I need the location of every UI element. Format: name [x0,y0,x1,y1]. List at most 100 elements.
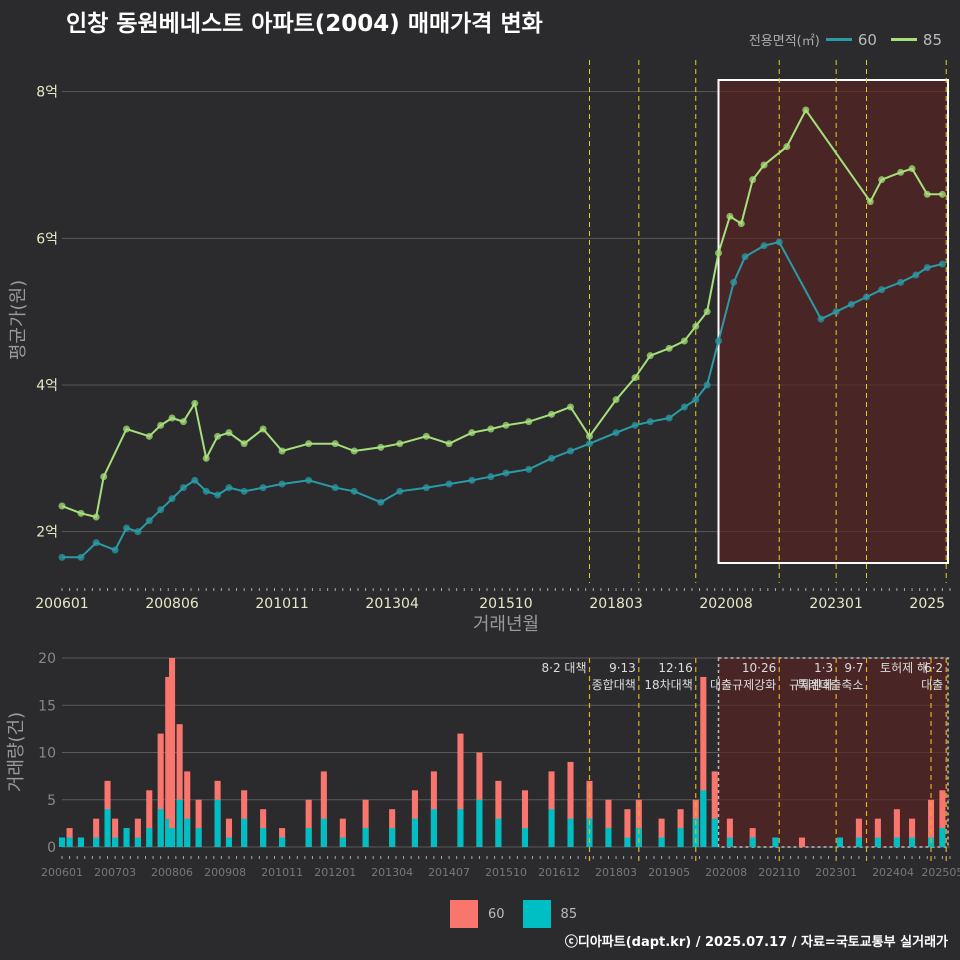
data-point-85 [737,220,745,228]
legend-bottom: 60 85 [450,900,577,928]
bar-60 [874,818,881,847]
bar-85 [476,799,483,847]
data-point-85 [396,440,404,448]
legend-top: 전용면적(㎡) 60 85 [749,30,950,50]
bar-85 [430,809,437,847]
data-point-85 [168,414,176,422]
x-tick-label: 201407 [428,866,470,879]
data-point-60 [134,528,142,536]
data-point-60 [567,447,575,455]
data-point-85 [123,425,131,433]
data-point-85 [631,374,639,382]
data-point-60 [145,517,153,525]
legend-bottom-label-60: 60 [488,906,505,922]
bar-85 [176,799,183,847]
bar-60 [176,724,183,847]
bar-60 [157,733,164,847]
legend-bottom-swatch-60 [450,900,478,928]
policy-annotation: 1·3 [814,661,833,675]
data-point-60 [548,454,556,462]
bar-85 [836,837,843,847]
data-point-85 [240,440,248,448]
policy-annotation: 9·13 [609,661,636,675]
bar-85 [893,837,900,847]
bar-85 [195,828,202,847]
bar-85 [165,818,172,847]
y-tick-label: 10 [38,746,56,762]
bar-85 [104,809,111,847]
bar-85 [66,837,73,847]
data-point-60 [923,264,931,272]
data-point-60 [502,469,510,477]
data-point-85 [783,143,791,151]
bar-85 [320,818,327,847]
x-tick-label: 201011 [261,866,303,879]
x-tick-label: 201510 [479,596,532,612]
data-point-85 [680,337,688,345]
data-point-60 [912,271,920,279]
bar-85 [411,818,418,847]
bar-85 [305,828,312,847]
legend-swatch-60 [825,38,852,41]
data-point-85 [548,410,556,418]
legend-label-60: 60 [857,30,877,49]
bar-60 [260,809,267,847]
data-point-85 [157,421,165,429]
x-tick-label: 202505 [921,866,960,879]
data-point-85 [350,447,358,455]
data-point-60 [214,491,222,499]
bar-60 [165,676,172,847]
bar-60 [320,771,327,847]
x-tick-label: 201803 [589,596,642,612]
y-axis-label: 거래량(건) [6,712,27,792]
bar-85 [93,837,100,847]
x-tick-label: 2025 [909,596,945,612]
data-point-60 [191,476,199,484]
data-point-85 [585,432,593,440]
data-point-85 [422,432,430,440]
bar-85 [874,837,881,847]
bar-60 [909,818,916,847]
chart-title: 인창 동원베네스트 아파트(2004) 매매가격 변화 [66,11,543,37]
x-tick-label: 202110 [758,866,800,879]
data-point-85 [760,161,768,169]
bar-60 [362,799,369,847]
data-point-85 [92,513,100,521]
bar-60 [855,818,862,847]
x-tick-label: 201905 [648,866,690,879]
bar-60 [677,809,684,847]
data-point-60 [377,498,385,506]
bar-85 [749,837,756,847]
bar-85 [389,828,396,847]
data-point-60 [92,539,100,547]
data-point-85 [191,399,199,407]
data-point-60 [259,484,267,492]
data-point-85 [525,418,533,426]
policy-annotation: 규제완화 [789,678,833,692]
series-line-60 [62,240,943,559]
data-point-60 [760,242,768,250]
y-tick-label: 8억 [36,85,58,101]
data-point-60 [123,524,131,532]
bar-60 [195,799,202,847]
bar-85 [146,828,153,847]
data-point-85 [878,176,886,184]
y-tick-label: 0 [47,840,56,856]
data-point-60 [680,403,688,411]
bar-85 [939,828,946,847]
bar-60 [305,799,312,847]
bar-60 [169,658,176,847]
policy-annotation: 10·26 [742,661,776,675]
data-point-60 [225,484,233,492]
data-point-60 [612,429,620,437]
bar-60 [521,790,529,847]
data-point-60 [350,487,358,495]
data-point-60 [487,473,495,481]
data-point-85 [259,425,267,433]
data-point-60 [715,337,723,345]
data-point-60 [77,553,85,561]
data-point-85 [278,447,286,455]
policy-annotation: 특례대출축소 [797,678,863,692]
data-point-85 [468,429,476,437]
bar-60 [389,809,396,847]
